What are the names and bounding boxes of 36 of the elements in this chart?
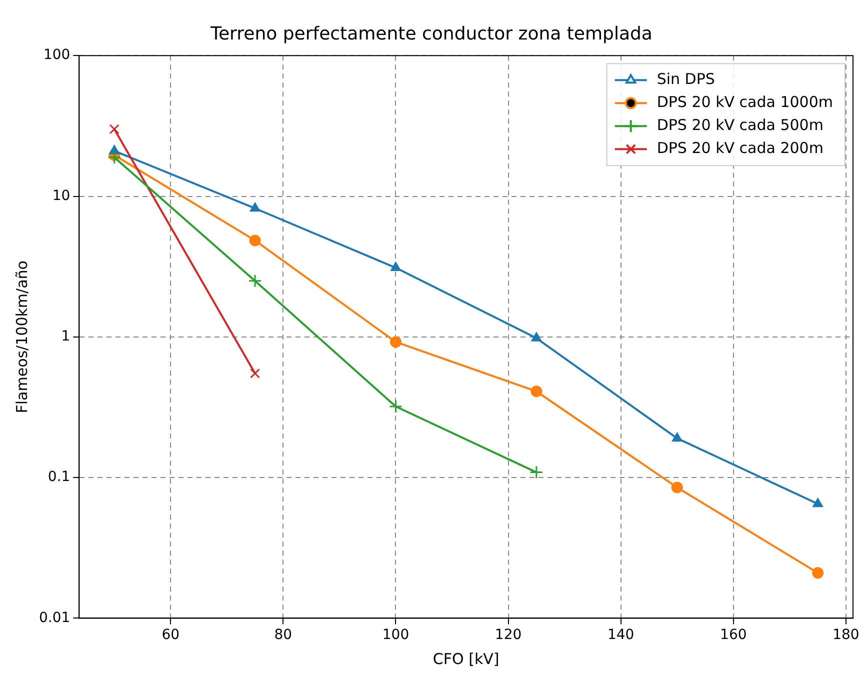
point — [530, 386, 542, 398]
y-tick-label: 0.01 — [39, 610, 70, 626]
x-tick-label: 60 — [162, 627, 180, 644]
point — [390, 262, 401, 272]
point — [812, 498, 823, 508]
legend-label: DPS 20 kV cada 500m — [656, 116, 824, 134]
x-tick-label: 160 — [720, 627, 747, 644]
point — [249, 234, 261, 246]
legend-label: DPS 20 kV cada 200m — [656, 138, 824, 157]
x-tick-label: 100 — [382, 627, 410, 644]
point — [109, 124, 120, 134]
point — [531, 332, 542, 342]
point — [250, 368, 260, 378]
point — [388, 400, 402, 414]
point — [390, 336, 402, 348]
x-tick-label: 180 — [832, 627, 860, 644]
y-tick-label: 100 — [43, 47, 70, 64]
point — [109, 145, 120, 154]
point — [250, 202, 260, 212]
x-tick-label: 140 — [607, 627, 634, 644]
point — [108, 150, 122, 164]
y-tick-label: 0.1 — [48, 469, 70, 486]
chart-title: Terreno perfectamente conductor zona templada — [210, 23, 652, 44]
legend-label: Sin DPS — [656, 70, 715, 88]
x-tick-label: 120 — [494, 627, 522, 644]
y-tick-label: 10 — [52, 188, 70, 204]
point — [812, 567, 824, 579]
point — [671, 482, 683, 494]
y-tick-label: 1 — [61, 328, 70, 345]
point — [672, 432, 682, 442]
legend-label: DPS 20 kV cada 1000m — [656, 92, 834, 111]
y-axis-title: Flameos/100km/año — [12, 260, 31, 414]
point — [530, 466, 544, 480]
x-tick-label: 80 — [274, 627, 292, 644]
x-axis-title: CFO [kV] — [432, 650, 500, 668]
point — [248, 274, 262, 288]
